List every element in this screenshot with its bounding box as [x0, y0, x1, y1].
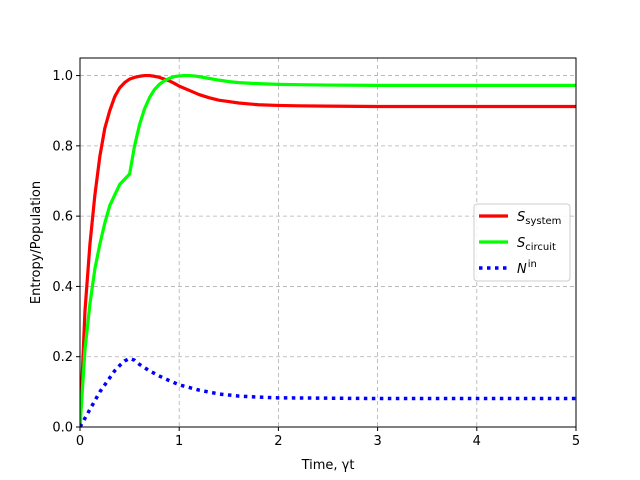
legend-subscript: system [525, 216, 561, 227]
x-tick-label: 4 [473, 434, 481, 449]
legend-symbol: S [517, 236, 525, 251]
x-tick-label: 5 [572, 434, 580, 449]
x-tick-label: 2 [274, 434, 282, 449]
y-tick-label: 0.8 [52, 139, 73, 154]
series-line-2 [80, 356, 576, 428]
legend-superscript: in [528, 259, 537, 270]
y-tick-label: 0.6 [52, 210, 73, 225]
x-tick-label: 3 [373, 434, 381, 449]
legend-entry: Nin [517, 259, 537, 277]
legend-entry: Ssystem [517, 210, 561, 227]
y-tick-label: 0.2 [52, 350, 73, 365]
axis-ticks: 0 1 2 3 4 5 0.0 0.2 0.4 0.6 0.8 1.0 [52, 69, 580, 449]
legend-symbol: S [517, 210, 525, 225]
y-tick-label: 0.4 [52, 280, 73, 295]
x-tick-label: 0 [76, 434, 84, 449]
legend-entry: Scircuit [517, 236, 556, 253]
series-line-1 [80, 73, 576, 428]
legend-subscript: circuit [525, 242, 556, 253]
series-lines [80, 73, 576, 428]
legend-box [473, 203, 571, 282]
legend-symbol: N [517, 262, 527, 277]
y-axis-label: Entropy/Population [29, 181, 44, 304]
y-tick-label: 1.0 [52, 69, 73, 84]
plot-frame [79, 57, 577, 428]
x-axis-label: Time, γt [301, 458, 355, 473]
y-tick-label: 0.0 [52, 421, 73, 436]
x-tick-label: 1 [175, 434, 183, 449]
